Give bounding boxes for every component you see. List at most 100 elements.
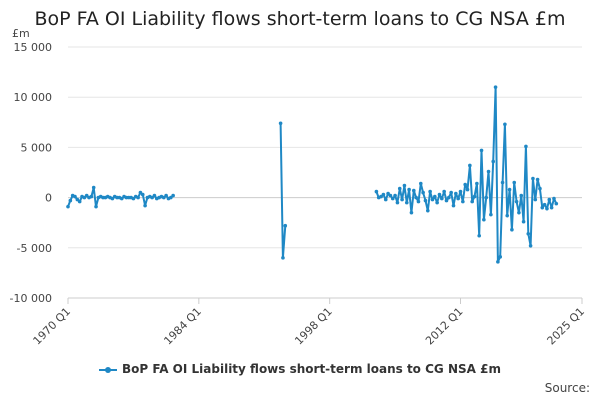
- data-point: [161, 195, 166, 200]
- data-point: [484, 195, 489, 200]
- data-point: [489, 212, 493, 217]
- data-point: [493, 85, 498, 89]
- data-point: [82, 195, 87, 200]
- data-point: [496, 260, 500, 264]
- data-point: [73, 194, 77, 199]
- data-point: [381, 192, 386, 197]
- data-point: [444, 198, 449, 203]
- x-tick-label: 1998 Q1: [292, 305, 335, 348]
- data-point: [397, 186, 402, 191]
- data-point: [75, 197, 80, 202]
- data-point: [68, 198, 73, 203]
- data-point: [388, 193, 393, 198]
- x-tick-label: 1984 Q1: [161, 305, 204, 348]
- data-point: [437, 192, 442, 197]
- y-tick-label: -10 000: [10, 292, 52, 305]
- data-point: [278, 121, 283, 126]
- data-point: [409, 210, 414, 215]
- legend-series-label: BoP FA OI Liability flows short-term loa…: [122, 362, 501, 376]
- x-tick-label: 1970 Q1: [31, 305, 74, 348]
- data-point: [94, 204, 98, 209]
- data-point: [386, 191, 390, 196]
- data-point: [524, 144, 528, 149]
- data-point: [136, 195, 140, 200]
- data-point: [456, 196, 460, 201]
- data-point: [538, 186, 542, 191]
- data-point: [454, 191, 458, 196]
- data-point: [393, 193, 397, 198]
- data-point: [281, 256, 285, 260]
- data-point: [512, 180, 517, 185]
- data-point: [552, 196, 556, 201]
- data-point: [131, 196, 136, 201]
- data-point: [519, 193, 524, 198]
- data-point: [500, 180, 505, 185]
- data-point: [510, 227, 514, 232]
- data-point: [461, 199, 465, 204]
- x-tick-label: 2025 Q1: [545, 305, 588, 348]
- data-point: [119, 196, 124, 201]
- chart-title: BoP FA OI Liability flows short-term loa…: [34, 8, 566, 30]
- data-point: [449, 190, 453, 195]
- data-point: [77, 199, 82, 204]
- data-point: [482, 217, 486, 222]
- data-point: [526, 231, 531, 236]
- series-line: [279, 123, 287, 259]
- y-tick-label: 0: [45, 192, 52, 205]
- legend[interactable]: BoP FA OI Liability flows short-term loa…: [0, 362, 600, 376]
- data-point: [395, 200, 400, 205]
- y-tick-label: 15 000: [14, 41, 53, 54]
- data-point: [517, 210, 521, 215]
- data-point: [477, 233, 482, 238]
- y-tick-label: -5 000: [17, 242, 52, 255]
- data-point: [414, 195, 418, 200]
- data-point: [468, 163, 472, 168]
- data-point: [498, 255, 503, 259]
- data-point: [451, 203, 456, 208]
- legend-series-marker: [99, 366, 118, 373]
- data-point: [383, 197, 388, 202]
- data-point: [440, 196, 444, 201]
- data-point: [283, 223, 288, 228]
- source-label: Source:: [544, 381, 590, 395]
- data-point: [84, 193, 89, 198]
- data-point: [549, 205, 554, 210]
- data-point: [505, 213, 510, 218]
- data-point: [491, 159, 496, 164]
- data-point: [433, 194, 437, 199]
- data-point: [542, 202, 547, 207]
- data-point: [407, 187, 411, 192]
- data-point: [379, 194, 383, 199]
- data-point: [164, 193, 168, 198]
- x-tick-label: 2012 Q1: [423, 305, 466, 348]
- data-point: [110, 196, 115, 201]
- data-point: [521, 219, 526, 224]
- data-point: [486, 169, 491, 174]
- data-point: [528, 243, 533, 248]
- data-point: [479, 148, 484, 153]
- data-point: [475, 181, 479, 186]
- data-point: [402, 183, 407, 188]
- data-point: [143, 203, 147, 208]
- data-point: [150, 195, 154, 200]
- data-point: [411, 188, 416, 193]
- data-point: [531, 176, 535, 181]
- data-point: [152, 193, 157, 198]
- data-point: [514, 199, 519, 204]
- data-point: [91, 185, 96, 190]
- data-point: [416, 199, 421, 204]
- series-line: [375, 86, 558, 263]
- data-point: [138, 190, 143, 195]
- data-point: [171, 193, 175, 198]
- data-point: [374, 189, 379, 194]
- data-point: [547, 197, 552, 202]
- data-point: [540, 205, 545, 210]
- data-point: [169, 195, 173, 200]
- data-point: [423, 198, 428, 203]
- data-point: [66, 204, 70, 209]
- data-point: [465, 187, 470, 192]
- data-point: [535, 177, 540, 182]
- data-point: [428, 189, 432, 194]
- data-point: [507, 187, 512, 192]
- data-point: [390, 196, 395, 201]
